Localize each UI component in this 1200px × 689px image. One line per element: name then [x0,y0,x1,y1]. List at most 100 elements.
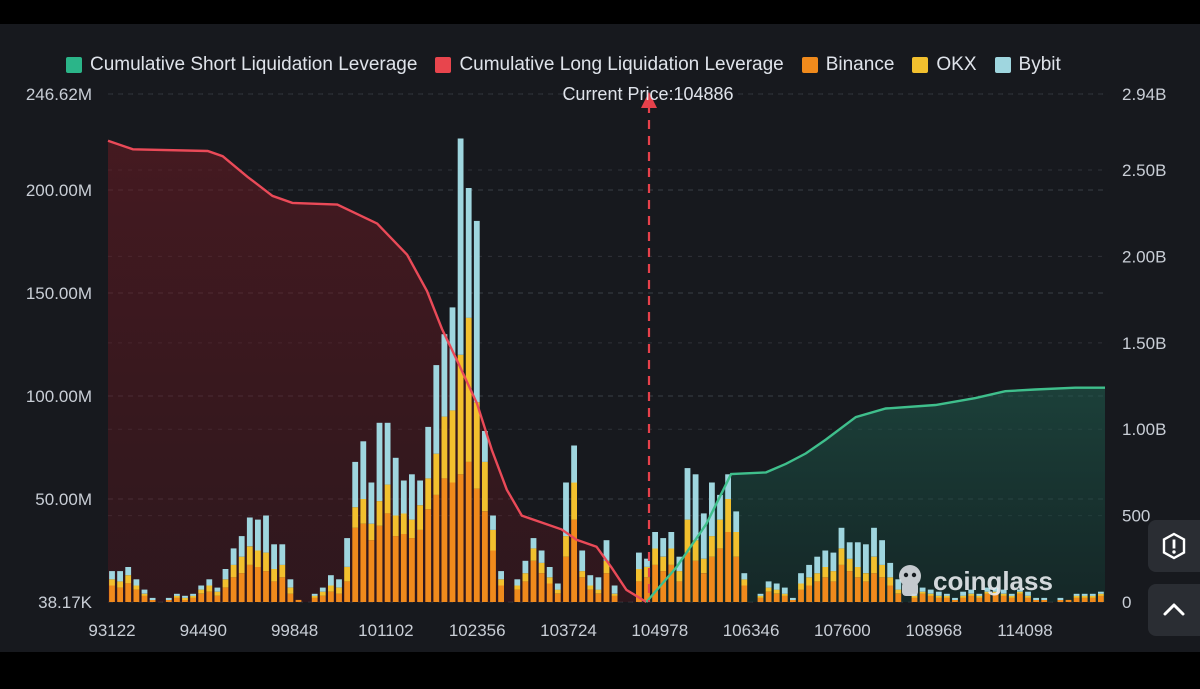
bar-segment-okx [1098,593,1104,596]
bar-segment-bybit [344,538,350,567]
bar-segment-binance [174,597,180,602]
bar-segment-binance [417,529,423,602]
bar-segment-okx [692,540,699,561]
bar-segment-bybit [336,579,342,588]
bar-segment-binance [149,599,156,602]
bar-segment-bybit [806,564,812,578]
bar-segment-okx [133,585,140,590]
bar-segment-okx [1073,595,1080,598]
bar-segment-bybit [530,538,537,549]
bar-segment-bybit [392,457,399,516]
bar-segment-okx [660,556,667,572]
bar-segment-okx [530,548,537,561]
bar-segment-binance [141,595,148,602]
bar-segment-okx [927,593,934,596]
bar-segment-bybit [790,597,796,600]
legend-label: Cumulative Short Liquidation Leverage [90,54,418,75]
bar-segment-binance [554,593,561,602]
bar-segment-okx [425,478,432,510]
bar-segment-bybit [174,593,180,596]
bar-segment-bybit [968,589,975,594]
bar-segment-binance [165,599,172,602]
bar-segment-okx [117,581,123,588]
bar-segment-bybit [725,474,731,499]
bar-segment-okx [214,591,221,596]
bar-segment-binance [636,581,642,602]
bar-segment-bybit [773,583,780,590]
bar-segment-binance [871,573,877,602]
bar-segment-okx [328,585,334,592]
bar-segment-binance [725,532,731,602]
legend-item-bybit[interactable]: Bybit [994,54,1061,76]
bar-segment-bybit [409,474,415,520]
bar-segment-bybit [1000,589,1007,594]
bar-segment-bybit [838,527,845,549]
bar-segment-okx [255,550,261,567]
bar-segment-binance [214,595,221,602]
bar-segment-okx [644,567,650,578]
bar-segment-binance [465,461,472,602]
bar-segment-bybit [684,468,691,520]
bar-segment-bybit [636,552,642,570]
bar-segment-binance [822,577,829,602]
legend-item-short[interactable]: Cumulative Short Liquidation Leverage [66,54,417,76]
bar-segment-binance [854,577,861,602]
bar-segment-binance [546,583,553,602]
bar-segment-okx [287,587,294,594]
bar-segment-okx [757,595,764,598]
bar-segment-binance [295,599,302,602]
bar-segment-okx [636,569,642,582]
bar-segment-binance [538,573,545,602]
bar-segment-binance [1025,597,1031,602]
bar-segment-okx [279,564,286,578]
alert-button[interactable] [1148,520,1200,572]
bar-segment-bybit [935,591,942,596]
bar-segment-binance [773,593,780,602]
bar-segment-okx [887,577,894,586]
legend-item-long[interactable]: Cumulative Long Liquidation Leverage [435,54,784,76]
bar-segment-binance [1081,597,1088,602]
bar-segment-binance [968,595,975,602]
bar-segment-okx [409,519,415,539]
bar-segment-bybit [222,569,229,580]
chevron-up-icon [1163,603,1185,616]
bar-segment-bybit [230,548,237,565]
bar-segment-bybit [279,544,286,565]
bar-segment-binance [944,597,950,602]
bar-segment-bybit [246,517,253,547]
bar-segment-binance [279,577,286,602]
bar-segment-bybit [668,532,675,549]
bar-segment-okx [174,595,180,598]
bar-segment-bybit [311,593,318,596]
right-tick-label: 2.50B [1122,161,1166,180]
bar-segment-okx [514,585,521,590]
bar-segment-okx [611,593,618,596]
bar-segment-binance [644,577,650,602]
right-tick-label: 0 [1122,593,1131,612]
bar-segment-bybit [879,540,885,565]
current-price-marker [641,92,657,602]
bar-segment-bybit [709,482,715,537]
bar-segment-bybit [384,422,391,485]
bar-segment-bybit [984,587,991,592]
legend-item-okx[interactable]: OKX [912,54,977,76]
bar-segment-binance [182,599,188,602]
bar-segment-binance [198,593,205,602]
scroll-top-button[interactable] [1148,584,1200,636]
bar-segment-bybit [490,515,496,530]
bar-segment-okx [879,564,885,578]
bar-segment-binance [814,581,821,602]
bar-segment-binance [473,488,480,602]
bar-segment-bybit [1033,597,1039,600]
bar-segment-okx [490,529,496,551]
bar-segment-binance [368,540,375,602]
bar-segment-okx [854,567,861,578]
bar-segment-okx [319,591,326,596]
bar-segment-binance [1008,597,1015,602]
bar-segment-binance [255,567,261,602]
bar-segment-binance [790,599,796,602]
legend-item-binance[interactable]: Binance [801,54,894,76]
bar-segment-bybit [182,595,188,598]
bar-segment-binance [400,534,407,602]
bar-segment-okx [465,317,472,462]
